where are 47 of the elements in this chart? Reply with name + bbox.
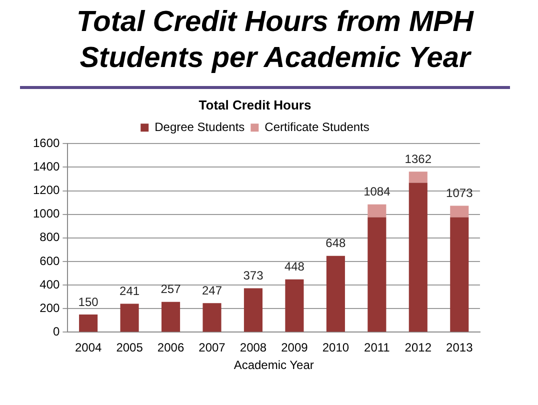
bar	[408, 182, 428, 332]
x-tick-label: 2012	[404, 340, 432, 355]
chart-title: Total Credit Hours from MPH Students per Academic Year	[76, 5, 475, 76]
y-tick-label: 1400	[32, 159, 60, 174]
bar	[285, 279, 304, 332]
y-tick-label: 800	[40, 230, 60, 244]
y-tick-label: 600	[40, 254, 60, 268]
y-tick-label: 1000	[32, 206, 60, 221]
bar	[244, 288, 263, 332]
bar	[368, 204, 386, 218]
y-tick-label: 1200	[32, 183, 60, 198]
y-tick-label: 200	[40, 300, 60, 315]
bar	[408, 172, 428, 183]
bar	[326, 256, 345, 332]
x-tick-label: 2004	[74, 340, 102, 355]
x-tick-label: 2010	[322, 340, 350, 355]
total-label: 1073	[446, 186, 474, 200]
x-axis-title: Academic Year	[234, 358, 314, 372]
total-label: 373	[243, 268, 264, 283]
total-label: 448	[284, 260, 305, 274]
x-tick-label: 2011	[364, 340, 390, 355]
total-label: 1084	[364, 184, 391, 199]
x-tick-label: 2005	[116, 340, 144, 355]
x-tick-label: 2013	[446, 340, 474, 355]
total-label: 648	[326, 236, 346, 250]
x-tick-label: 2007	[198, 340, 226, 355]
x-tick-label: 2009	[281, 340, 308, 355]
bar	[450, 206, 469, 218]
x-tick-label: 2008	[240, 340, 267, 355]
chart-subtitle: Total Credit Hours	[198, 97, 312, 112]
x-tick-label: 2006	[157, 340, 184, 355]
bar	[450, 217, 469, 332]
bar	[202, 303, 222, 332]
total-label: 150	[78, 294, 99, 309]
total-label: 1362	[404, 152, 432, 166]
total-label: 257	[160, 282, 182, 296]
y-tick-label: 1600	[32, 136, 60, 150]
legend-label: Certificate Students	[264, 120, 370, 134]
bar	[161, 302, 180, 332]
legend-label: Degree Students	[154, 120, 245, 134]
total-label: 247	[202, 283, 222, 298]
bar	[79, 314, 98, 332]
bar	[120, 304, 139, 332]
y-tick-label: 0	[53, 324, 60, 339]
total-label: 241	[120, 284, 140, 298]
y-tick-label: 400	[40, 277, 60, 292]
bar	[368, 217, 386, 332]
